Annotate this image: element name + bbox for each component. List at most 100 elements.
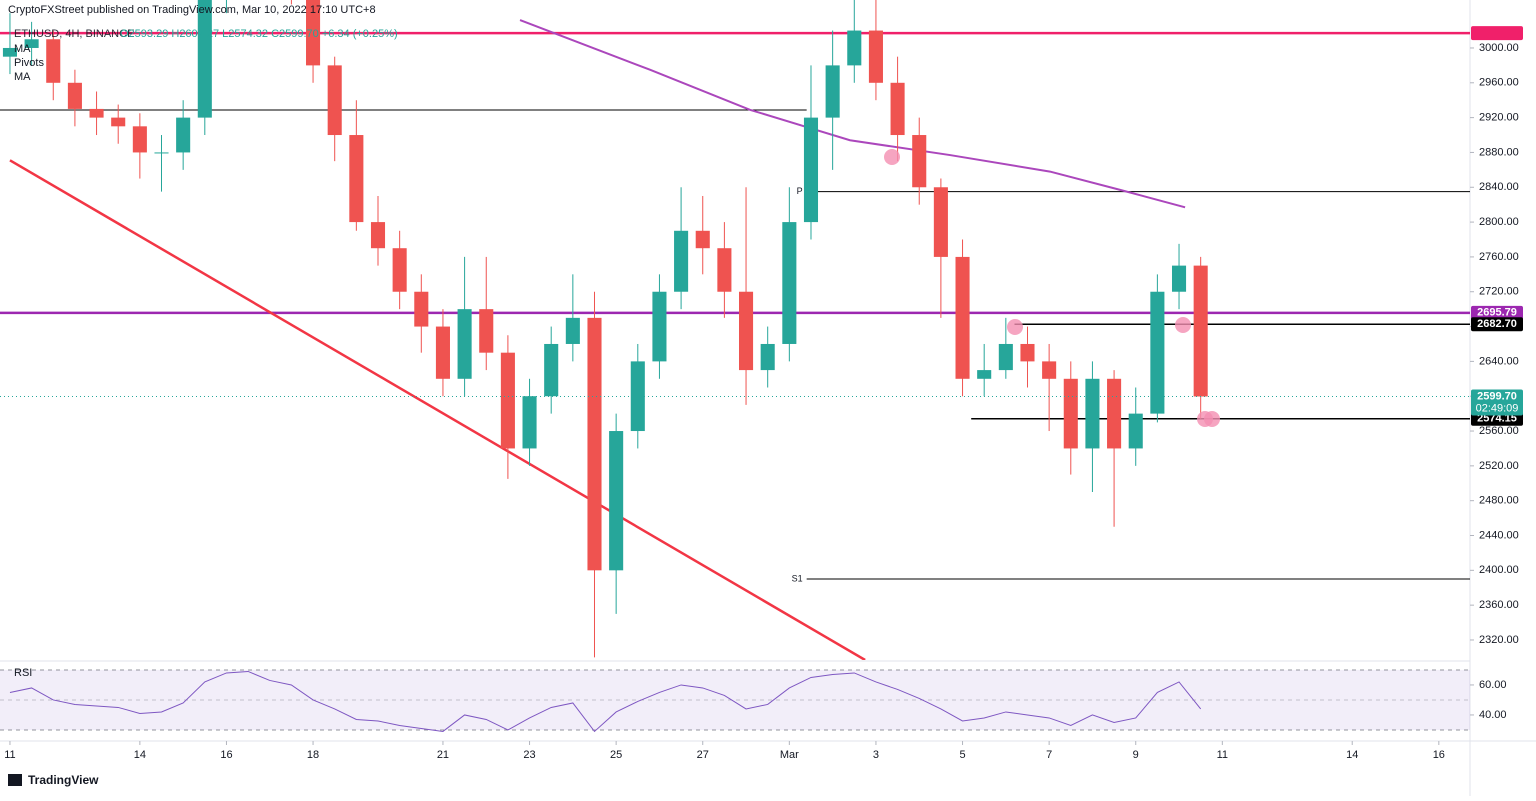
x-tick-label: 23 — [523, 749, 535, 761]
price-pane: P S1 — [0, 0, 1470, 660]
candle-body — [739, 291, 754, 371]
y-tick-label: 2840.00 — [1479, 181, 1519, 193]
y-tick-label: 2520.00 — [1479, 460, 1519, 472]
candle-body — [2, 47, 17, 57]
candle-body — [349, 135, 364, 223]
candle-body — [868, 30, 883, 83]
candle-body — [1063, 378, 1078, 449]
price-tag-label: 2682.70 — [1477, 318, 1517, 330]
candle-body — [197, 0, 212, 118]
y-tick-label: 2800.00 — [1479, 216, 1519, 228]
last-price-tag — [1471, 389, 1523, 416]
candle-body — [912, 135, 927, 188]
price-tag-label: 2695.79 — [1477, 307, 1517, 319]
rsi-band — [0, 669, 1470, 730]
price-tag — [1471, 26, 1523, 41]
candle-body — [1193, 265, 1208, 397]
marker — [1175, 317, 1191, 333]
candle-body — [392, 248, 407, 292]
indicator: MA — [14, 43, 31, 55]
candle-body — [306, 0, 321, 66]
candle-body — [652, 291, 667, 362]
candle-body — [111, 117, 126, 127]
x-tick-label: 14 — [134, 749, 146, 761]
rsi-line — [9, 670, 1202, 733]
publisher: CryptoFXStreet published on TradingView.… — [8, 4, 376, 16]
y-tick-label: 2360.00 — [1479, 599, 1519, 611]
candle-body — [825, 65, 840, 118]
candle-body — [674, 230, 689, 292]
y-tick-label: 2880.00 — [1479, 146, 1519, 158]
candle-body — [1128, 413, 1143, 449]
candle-body — [609, 431, 624, 571]
x-tick-label: 7 — [1046, 749, 1052, 761]
countdown: 02:49:09 — [1476, 402, 1519, 414]
y-tick-label: 2560.00 — [1479, 425, 1519, 437]
price-tag — [1471, 317, 1523, 332]
overlay — [884, 149, 1220, 427]
x-tick-label: 21 — [437, 749, 449, 761]
y-tick-label: 2320.00 — [1479, 634, 1519, 646]
x-tick-label: 11 — [1217, 749, 1228, 761]
candle-body — [544, 343, 559, 397]
y-tick-label: 2400.00 — [1479, 564, 1519, 576]
ohlc: O2593.29 H2602.27 L2574.32 C2599.70 +6.3… — [120, 28, 398, 40]
candle-body — [132, 126, 147, 153]
candle-body — [1020, 343, 1035, 362]
y-tick-label: 2640.00 — [1479, 355, 1519, 367]
line — [519, 19, 1186, 209]
candle-body — [154, 152, 169, 154]
logo — [8, 774, 22, 786]
candle-body — [782, 222, 797, 344]
candle-body — [587, 317, 602, 571]
candle-body — [457, 309, 472, 379]
level-name: S1 — [792, 573, 803, 583]
candle-body — [717, 248, 732, 292]
candle-body — [67, 82, 82, 109]
symbol: ETHUSD, 4H, BINANCE — [14, 28, 134, 40]
candle-body — [1107, 378, 1122, 449]
price-tag — [1471, 305, 1523, 320]
candle-body — [370, 222, 386, 249]
candle-body — [803, 117, 819, 223]
candle-body — [1171, 265, 1187, 292]
candle-body — [847, 30, 862, 66]
marker — [1007, 319, 1023, 335]
candle-body — [933, 187, 948, 257]
brand: TradingView — [28, 773, 99, 787]
rsi-tick-label: 60.00 — [1479, 679, 1507, 691]
x-tick-label: 25 — [610, 749, 622, 761]
x-tick-label: Mar — [780, 749, 799, 761]
x-tick-label: 3 — [873, 749, 879, 761]
candle-body — [695, 230, 710, 249]
candle-body — [500, 352, 515, 449]
candle-body — [565, 317, 580, 344]
x-tick-label: 16 — [1433, 749, 1445, 761]
candle-body — [522, 396, 537, 449]
candle-body — [1085, 378, 1100, 449]
candle-body — [1150, 291, 1165, 414]
x-tick-label: 16 — [220, 749, 232, 761]
y-tick-label: 3000.00 — [1479, 42, 1519, 54]
y-tick-label: 2960.00 — [1479, 77, 1519, 89]
candle-body — [89, 108, 104, 118]
candle-body — [479, 309, 494, 353]
y-tick-label: 2920.00 — [1479, 112, 1519, 124]
x-tick-label: 14 — [1346, 749, 1358, 761]
candle-body — [998, 343, 1013, 371]
rsi-label: RSI — [14, 667, 32, 679]
indicator: MA — [14, 71, 31, 83]
rsi-pane — [0, 669, 1470, 733]
marker — [884, 149, 900, 165]
y-tick-label: 2480.00 — [1479, 495, 1519, 507]
candle-body — [977, 370, 992, 379]
y-tick-label: 2440.00 — [1479, 529, 1519, 541]
candle-body — [630, 361, 645, 432]
candle-body — [24, 39, 39, 48]
candle-body — [176, 117, 191, 153]
candle-body — [890, 82, 905, 136]
line — [9, 159, 866, 660]
last-price-label: 2599.70 — [1477, 390, 1517, 402]
